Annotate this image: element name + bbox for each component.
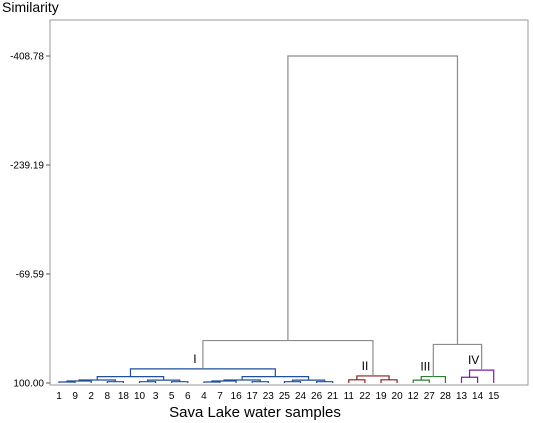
root-merge-branch: [287, 55, 459, 345]
y-tick-label: -239.19: [10, 160, 44, 171]
cluster-top-branch: [468, 369, 495, 383]
x-tick-label: 4: [201, 391, 207, 402]
x-tick-label: 6: [185, 391, 191, 402]
cluster-label: IV: [468, 353, 479, 367]
cluster-branch: [316, 381, 334, 383]
x-tick-label: 28: [440, 391, 452, 402]
x-tick-label: 18: [118, 391, 130, 402]
x-tick-label: 7: [217, 391, 223, 402]
x-tick-label: 24: [295, 391, 307, 402]
y-tick-label: -408.78: [10, 52, 44, 63]
x-tick-label: 20: [392, 391, 404, 402]
cluster-branch: [171, 381, 189, 383]
cluster-label: II: [362, 359, 369, 373]
x-tick-label: 25: [279, 391, 291, 402]
cluster-branch: [203, 381, 221, 383]
x-tick-label: 19: [375, 391, 387, 402]
x-tick-label: 23: [263, 391, 275, 402]
x-tick-label: 14: [472, 391, 484, 402]
cluster-branch: [138, 381, 157, 383]
x-tick-label: 13: [456, 391, 468, 402]
x-tick-label: 11: [344, 391, 355, 402]
y-tick-label: 100.00: [13, 379, 44, 390]
x-tick-label: 22: [359, 391, 371, 402]
cluster-top-branch: [129, 368, 276, 377]
plot-frame: [49, 19, 529, 386]
cluster-label-group: III III IV: [193, 352, 479, 374]
cluster-label: III: [420, 360, 430, 374]
x-tick-label: 12: [408, 391, 420, 402]
cluster-branch: [58, 381, 76, 383]
y-tick-label: -69.59: [16, 270, 45, 281]
x-tick-label: 15: [488, 391, 500, 402]
cluster-label: I: [193, 352, 196, 366]
cluster-branch: [460, 376, 479, 383]
x-tick-label: 16: [231, 391, 243, 402]
cluster-branch: [251, 381, 269, 383]
cluster-branch: [380, 379, 398, 383]
cluster-branch: [283, 381, 302, 383]
x-tick-label: 1: [56, 391, 62, 402]
x-axis-label: Sava Lake water samples: [169, 404, 341, 421]
cluster-branch: [106, 381, 125, 383]
x-tick-label: 5: [169, 391, 175, 402]
x-tick-label: 2: [88, 391, 94, 402]
y-tick-group: -408.78 -239.19 -69.59 100.00: [10, 52, 50, 390]
x-tick-label: 10: [134, 391, 146, 402]
merge-branch: [202, 339, 374, 376]
cluster-branch: [348, 379, 366, 383]
dendrogram-branches: [58, 55, 495, 383]
x-tick-group: 1 9 2 8 18 10 3 5 6 4 7 16 17 23 25 24 26 21 11 22 19 20 12 27 2…: [56, 391, 499, 402]
x-tick-label: 26: [311, 391, 323, 402]
x-tick-label: 27: [424, 391, 436, 402]
cluster-branch: [412, 379, 430, 383]
x-tick-label: 21: [327, 391, 339, 402]
x-tick-label: 8: [105, 391, 111, 402]
x-tick-label: 9: [72, 391, 78, 402]
x-tick-label: 17: [247, 391, 259, 402]
x-tick-label: 3: [153, 391, 159, 402]
y-axis-label: Similarity: [2, 0, 59, 15]
